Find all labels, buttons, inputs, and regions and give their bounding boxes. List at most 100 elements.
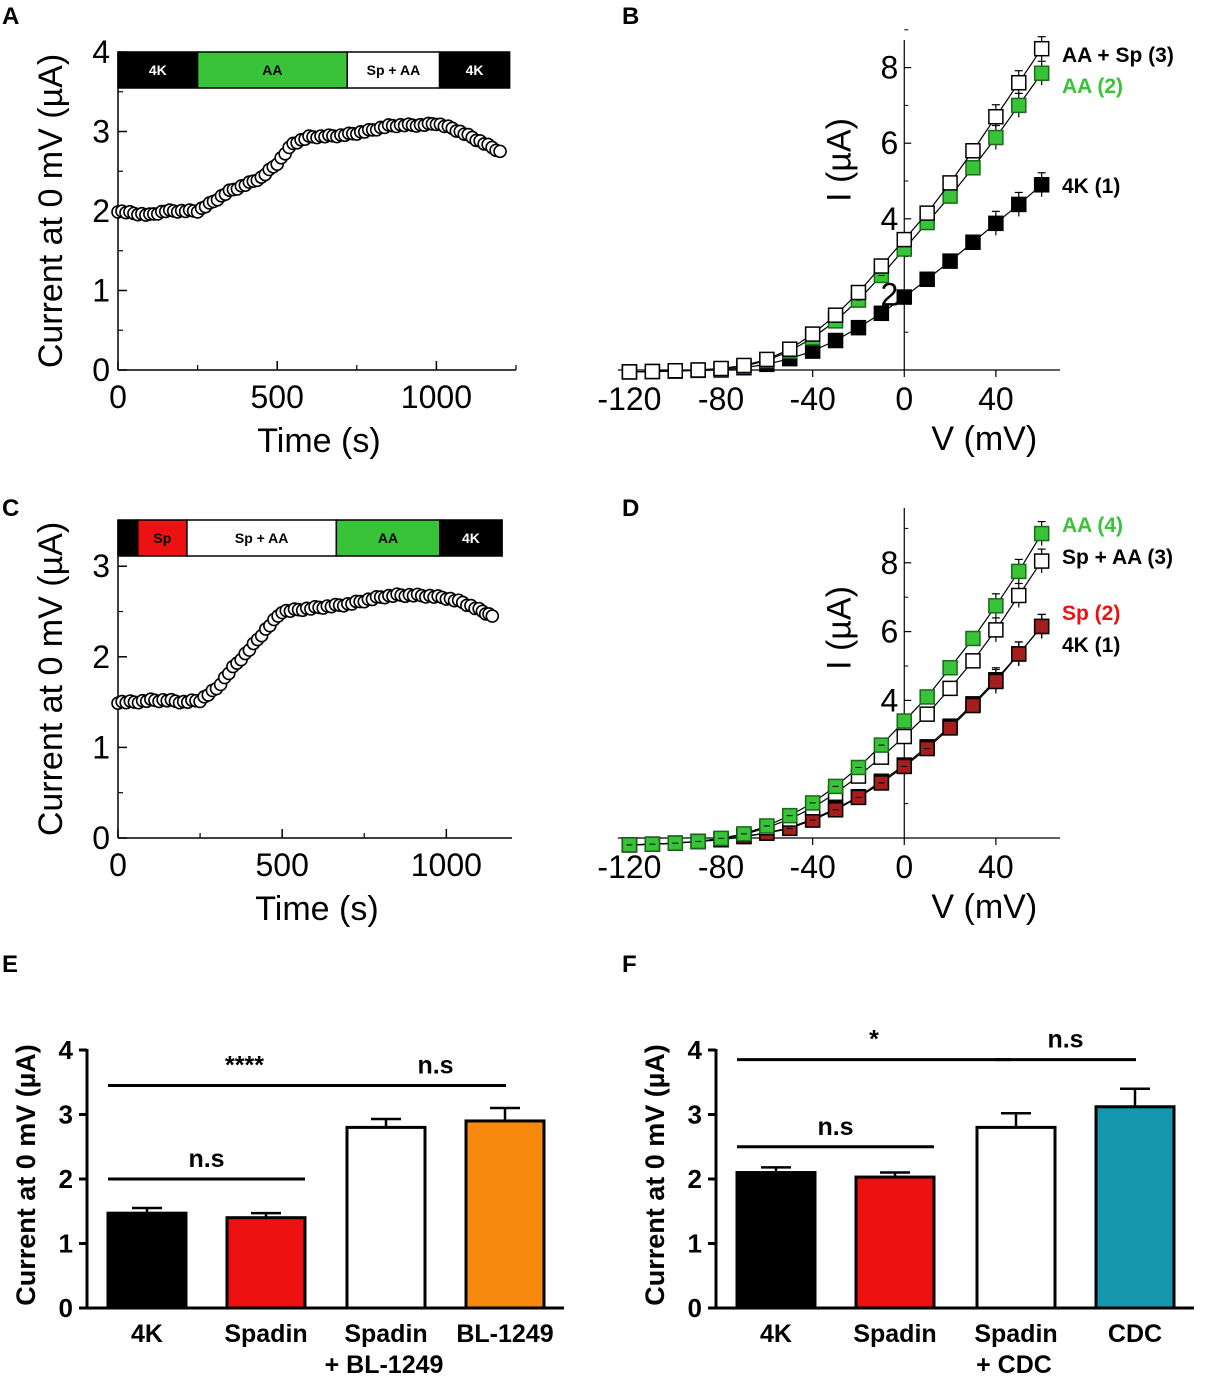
y-tick-label: 1 bbox=[92, 729, 110, 765]
data-point bbox=[1033, 553, 1050, 569]
protocol-segment-label: 4K bbox=[466, 62, 484, 78]
trace-point bbox=[485, 609, 500, 623]
data-point bbox=[736, 357, 752, 374]
panel-letter-a: A bbox=[2, 3, 19, 30]
data-point bbox=[1011, 646, 1027, 662]
x-tick-label: 0 bbox=[895, 381, 913, 417]
chart-e-bar: 0 1 2 3 4 Current at 0 mV (µA) 4K Spadin Spadin +… bbox=[11, 1035, 564, 1379]
significance-label: * bbox=[869, 1026, 879, 1054]
legend-entry: 4K (1) bbox=[1062, 175, 1120, 198]
y-tick-label: 1 bbox=[59, 1229, 73, 1259]
data-point bbox=[988, 108, 1004, 125]
category-label: 4K bbox=[760, 1320, 792, 1348]
y-tick-label: 4 bbox=[59, 1035, 74, 1065]
data-point bbox=[1011, 74, 1027, 91]
protocol-segment-label: Sp + AA bbox=[235, 530, 289, 546]
data-point bbox=[988, 673, 1004, 690]
chart-d-iv-curve: -120 -80 -40 0 40 4 6 8 V (mV) I (µA) 4K (1) Sp (2)… bbox=[597, 508, 1173, 926]
protocol-segment bbox=[438, 51, 511, 89]
protocol-segment bbox=[335, 519, 441, 557]
data-point bbox=[896, 231, 913, 248]
protocol-segment-label: 4K bbox=[462, 530, 480, 546]
data-point bbox=[942, 720, 958, 736]
bar bbox=[975, 1125, 1057, 1310]
data-point bbox=[873, 258, 890, 274]
y-tick-label: 3 bbox=[59, 1100, 73, 1130]
y-tick-label: 2 bbox=[880, 276, 898, 312]
data-point bbox=[644, 363, 661, 380]
protocol-segment-label: AA bbox=[262, 62, 282, 78]
data-point bbox=[965, 697, 981, 714]
data-point bbox=[896, 728, 913, 745]
data-point bbox=[1033, 65, 1050, 82]
data-point bbox=[759, 351, 775, 368]
data-point bbox=[1011, 196, 1027, 213]
category-label: 4K bbox=[131, 1320, 163, 1348]
bar bbox=[854, 1175, 936, 1310]
y-tick-label: 3 bbox=[92, 114, 110, 150]
data-point bbox=[1011, 587, 1027, 604]
data-point bbox=[942, 175, 958, 191]
y-tick-label: 0 bbox=[92, 820, 110, 856]
protocol-segment bbox=[136, 519, 188, 557]
legend-entry: 4K (1) bbox=[1062, 634, 1120, 657]
data-point bbox=[919, 205, 935, 221]
x-tick-label: 0 bbox=[895, 849, 913, 885]
significance-label: n.s bbox=[417, 1051, 453, 1079]
y-axis-label: Current at 0 mV (µA) bbox=[640, 1044, 670, 1306]
y-tick-label: 0 bbox=[688, 1293, 702, 1323]
x-tick-label: -40 bbox=[790, 381, 836, 417]
panel-letter-c: C bbox=[2, 495, 19, 522]
x-tick-label: 0 bbox=[109, 379, 127, 415]
protocol-segment-label: AA bbox=[378, 530, 398, 546]
y-tick-label: 4 bbox=[92, 34, 110, 70]
x-tick-label: -80 bbox=[698, 381, 744, 417]
x-tick-label: -120 bbox=[597, 381, 661, 417]
category-label: Spadin bbox=[853, 1320, 936, 1348]
protocol-segment-lead bbox=[117, 519, 139, 557]
significance-label: **** bbox=[225, 1051, 264, 1079]
x-tick-label: -80 bbox=[698, 849, 744, 885]
data-point bbox=[896, 713, 913, 729]
category-label: + BL-1249 bbox=[325, 1351, 444, 1379]
x-tick-label: 500 bbox=[255, 847, 308, 883]
data-point bbox=[919, 689, 935, 705]
y-tick-label: 1 bbox=[92, 273, 110, 309]
legend-entry: AA + Sp (3) bbox=[1062, 44, 1174, 67]
chart-a-time-course: 0 1 2 3 4 0 500 1000 Time (s) Current at 0 mV (µA… bbox=[32, 34, 517, 460]
data-point bbox=[667, 363, 684, 379]
protocol-segment bbox=[439, 519, 503, 557]
category-label: BL-1249 bbox=[456, 1320, 553, 1348]
data-point bbox=[1011, 97, 1027, 114]
protocol-segment bbox=[117, 51, 199, 89]
category-label: Spadin bbox=[974, 1320, 1057, 1348]
y-tick-label: 6 bbox=[880, 125, 898, 161]
x-axis-label: Time (s) bbox=[257, 422, 380, 460]
y-tick-label: 2 bbox=[688, 1164, 702, 1194]
x-tick-label: 40 bbox=[978, 381, 1014, 417]
category-label: Spadin bbox=[344, 1320, 427, 1348]
panel-letter-d: D bbox=[622, 495, 639, 522]
x-tick-label: 1000 bbox=[411, 847, 482, 883]
y-tick-label: 1 bbox=[688, 1229, 702, 1259]
protocol-segment-label: Sp + AA bbox=[367, 62, 421, 78]
data-point bbox=[850, 284, 867, 301]
data-point bbox=[988, 129, 1004, 146]
y-tick-label: 0 bbox=[92, 352, 110, 388]
data-point bbox=[804, 326, 821, 342]
chart-f-bar: 0 1 2 3 4 Current at 0 mV (µA) 4K Spadin Spadin +… bbox=[640, 1026, 1194, 1379]
x-axis-label: V (mV) bbox=[931, 420, 1037, 458]
bar bbox=[225, 1216, 307, 1310]
data-point bbox=[1033, 40, 1050, 57]
legend-entry: AA (4) bbox=[1062, 514, 1123, 537]
data-point bbox=[965, 234, 981, 250]
significance-label: n.s bbox=[1047, 1026, 1083, 1054]
x-axis-label: V (mV) bbox=[931, 888, 1037, 926]
data-point bbox=[621, 364, 638, 380]
protocol-segment-label: Sp bbox=[153, 530, 171, 546]
x-tick-label: -120 bbox=[597, 849, 661, 885]
y-tick-label: 8 bbox=[880, 50, 898, 86]
bar bbox=[735, 1171, 817, 1310]
category-label: CDC bbox=[1108, 1320, 1162, 1348]
